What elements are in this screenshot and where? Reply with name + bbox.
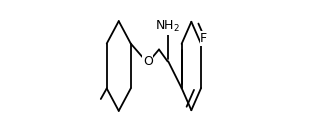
Text: NH$_2$: NH$_2$ [155, 19, 180, 34]
Text: F: F [200, 32, 207, 45]
Text: O: O [143, 55, 153, 68]
